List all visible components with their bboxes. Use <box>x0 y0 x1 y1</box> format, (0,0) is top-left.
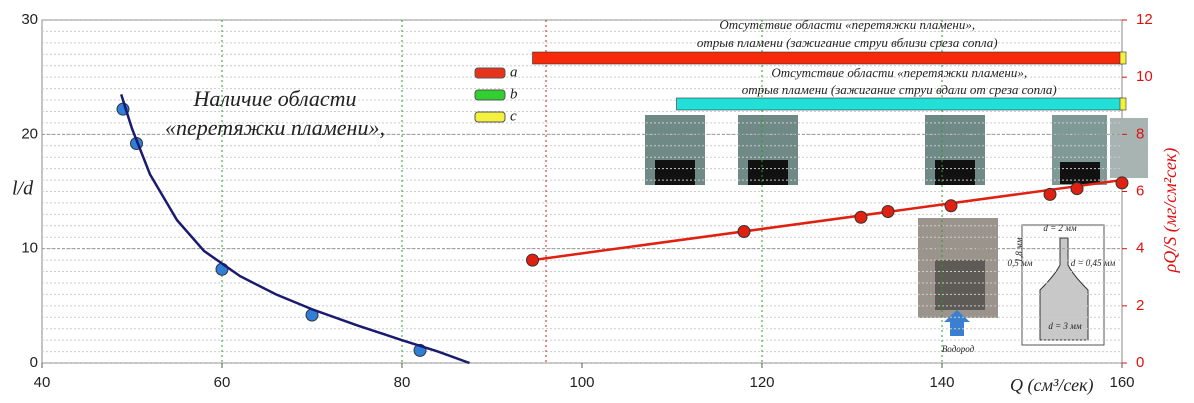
annotation: «перетяжки пламени», <box>165 115 385 140</box>
y2-tick-label: 2 <box>1136 297 1144 314</box>
x-axis-label: Q (см³/сек) <box>1010 375 1094 396</box>
y2-tick-label: 10 <box>1136 68 1153 85</box>
y2-tick-label: 8 <box>1136 125 1144 142</box>
range-bar <box>676 97 1123 111</box>
range-label: Отсутствие области «перетяжки пламени», <box>771 65 1027 80</box>
annotation: d = 0,45 мм <box>1071 258 1116 268</box>
data-point <box>737 225 751 239</box>
x-tick-label: 60 <box>214 374 231 391</box>
x-tick-label: 140 <box>929 374 954 391</box>
legend-swatch <box>474 89 506 101</box>
legend-swatch <box>474 111 506 123</box>
legend-label: b <box>510 86 518 102</box>
legend-swatch <box>474 67 506 79</box>
series-line <box>120 93 470 365</box>
annotation: Наличие области <box>193 86 357 111</box>
photos <box>645 115 1148 346</box>
annotation: d = 3 мм <box>1048 321 1082 331</box>
annotation: d = 2 мм <box>1043 223 1077 233</box>
y-tick-label: 0 <box>30 354 38 371</box>
data-point <box>526 253 539 267</box>
x-tick-label: 40 <box>34 374 51 391</box>
data-point <box>854 210 868 224</box>
x-tick-label: 100 <box>569 374 594 391</box>
data-point <box>944 199 958 213</box>
y-tick-label: 30 <box>21 11 38 28</box>
y2-axis-label: ρQ/S (мг/см²сек) <box>1160 148 1181 274</box>
range-end <box>1119 97 1127 111</box>
data-point <box>1043 187 1057 201</box>
annotation: 1,8 мм <box>1014 237 1024 262</box>
data-point <box>881 205 895 219</box>
y2-tick-label: 4 <box>1136 240 1144 257</box>
x-tick-label: 80 <box>394 374 411 391</box>
y-axis-label: l/d <box>12 178 34 200</box>
y2-tick-label: 6 <box>1136 182 1144 199</box>
y2-tick-label: 0 <box>1136 354 1144 371</box>
range-label: Отсутствие области «перетяжки пламени», <box>719 17 975 32</box>
x-tick-label: 160 <box>1109 374 1134 391</box>
y2-tick-label: 12 <box>1136 11 1153 28</box>
y-tick-label: 10 <box>21 240 38 257</box>
y-tick-label: 20 <box>21 125 38 142</box>
range-label: отрыв пламени (зажигание струи вдали от … <box>742 82 1057 97</box>
data-point <box>1070 182 1084 196</box>
legend-label: c <box>510 108 517 124</box>
series-line <box>532 178 1123 262</box>
x-tick-label: 120 <box>749 374 774 391</box>
annotation: 0,5 мм <box>1008 258 1033 268</box>
data-point <box>1115 176 1129 190</box>
legend-label: a <box>510 64 518 80</box>
range-bar <box>532 51 1123 65</box>
range-label: отрыв пламени (зажигание струи вблизи ср… <box>697 35 998 50</box>
annotation: Водород <box>942 344 975 354</box>
range-end <box>1119 51 1127 65</box>
